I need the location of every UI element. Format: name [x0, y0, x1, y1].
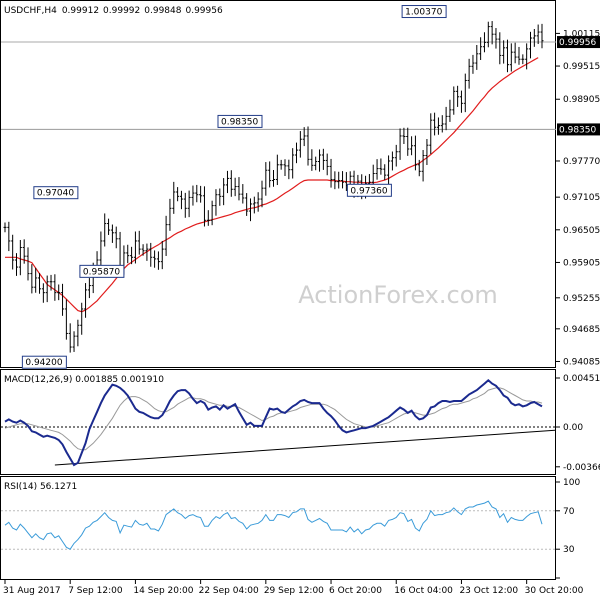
horizontal-levels: 0.98350 0.99956	[1, 36, 600, 135]
macd-y-tick-label: 0.004516	[563, 374, 600, 384]
x-tick-label: 23 Oct 12:00	[459, 586, 518, 596]
level-price-box	[557, 123, 600, 136]
ohlc-open: 0.99912	[62, 6, 99, 16]
price-y-axis: 1.00115 0.99515 0.98905 0.97770 0.97105 0.965…	[556, 29, 600, 367]
rsi-levels	[1, 510, 556, 550]
price-annotation: 0.95870	[83, 267, 120, 277]
price-y-tick-label: 0.95905	[563, 258, 600, 268]
rsi-title: RSI(14) 56.1271	[4, 482, 77, 492]
panel-frames	[0, 0, 556, 580]
price-annotation: 0.97360	[350, 186, 387, 196]
price-y-tick-label: 0.95255	[563, 294, 600, 304]
rsi-y-tick-label: 70	[563, 507, 575, 517]
macd-title: MACD(12,26,9) 0.001885 0.001910	[4, 375, 164, 385]
x-axis: 31 Aug 2017 7 Sep 12:00 14 Sep 20:00 22 Sep…	[3, 580, 584, 596]
rsi-line	[4, 500, 543, 550]
price-y-tick-label: 0.97770	[563, 157, 600, 167]
price-y-tick-label: 0.96505	[563, 226, 600, 236]
rsi-panel-frame	[0, 476, 556, 580]
macd-signal-line	[4, 387, 543, 451]
ohlc-high: 0.99992	[103, 6, 140, 16]
price-y-tick-label: 1.00115	[563, 29, 600, 39]
moving-average	[5, 57, 539, 313]
price-title-symbol: USDCHF,H4	[4, 6, 57, 16]
price-annotation-box	[217, 114, 263, 128]
price-y-tick-label: 0.98905	[563, 95, 600, 105]
price-annotation: 0.98350	[221, 117, 258, 127]
macd-y-tick-label: -0.003668	[563, 463, 600, 473]
rsi-y-tick-label: 100	[563, 478, 580, 488]
watermark: ActionForex.com	[298, 281, 498, 309]
moving-average-line	[5, 57, 539, 313]
x-tick-label: 14 Sep 20:00	[133, 586, 193, 596]
x-tick-label: 22 Sep 04:00	[199, 586, 259, 596]
macd-trendline	[54, 429, 556, 466]
macd-lines	[4, 378, 543, 467]
price-annotation: 0.94200	[25, 358, 62, 368]
current-price-box	[557, 36, 600, 49]
price-annotation-box	[33, 186, 79, 200]
price-annotation: 0.97040	[37, 189, 74, 199]
price-annotation-box	[346, 183, 392, 197]
x-tick-label: 7 Sep 12:00	[68, 586, 123, 596]
macd-trendline	[54, 429, 556, 466]
macd-line	[4, 378, 543, 467]
price-annotation-box	[21, 355, 67, 369]
macd-y-tick-label: 0.00	[563, 423, 583, 433]
price-y-tick-label: 0.99515	[563, 62, 600, 72]
price-annotation-box	[401, 5, 447, 19]
price-y-tick-label: 0.97105	[563, 193, 600, 203]
macd-panel-frame	[0, 369, 556, 475]
ohlc-low: 0.99848	[144, 6, 181, 16]
x-tick-label: 6 Oct 20:00	[329, 586, 382, 596]
current-price-label: 0.99956	[559, 38, 596, 48]
level-price-label: 0.98350	[559, 125, 596, 135]
price-y-tick-label: 0.94685	[563, 325, 600, 335]
x-tick-label: 30 Oct 20:00	[525, 586, 584, 596]
x-tick-label: 29 Sep 12:00	[264, 586, 324, 596]
x-tick-label: 16 Oct 04:00	[394, 586, 453, 596]
x-tick-label: 31 Aug 2017	[3, 586, 61, 596]
price-annotation: 1.00370	[405, 8, 442, 18]
price-title: USDCHF,H4 0.99912 0.99992 0.99848 0.99956	[4, 6, 223, 16]
price-panel-frame	[0, 0, 556, 368]
price-annotations: 1.00370 0.98350 0.97360 0.97040 0.95870 0.942…	[21, 5, 447, 369]
rsi-line	[4, 500, 543, 550]
rsi-y-tick-label: 30	[563, 545, 575, 555]
price-annotation-box	[79, 264, 125, 278]
price-y-tick-label: 0.94085	[563, 357, 600, 367]
rsi-y-axis: 100 70 30	[556, 478, 580, 579]
macd-y-axis: 0.004516 0.00 -0.003668	[556, 374, 600, 473]
ohlc-close: 0.99956	[185, 6, 222, 16]
